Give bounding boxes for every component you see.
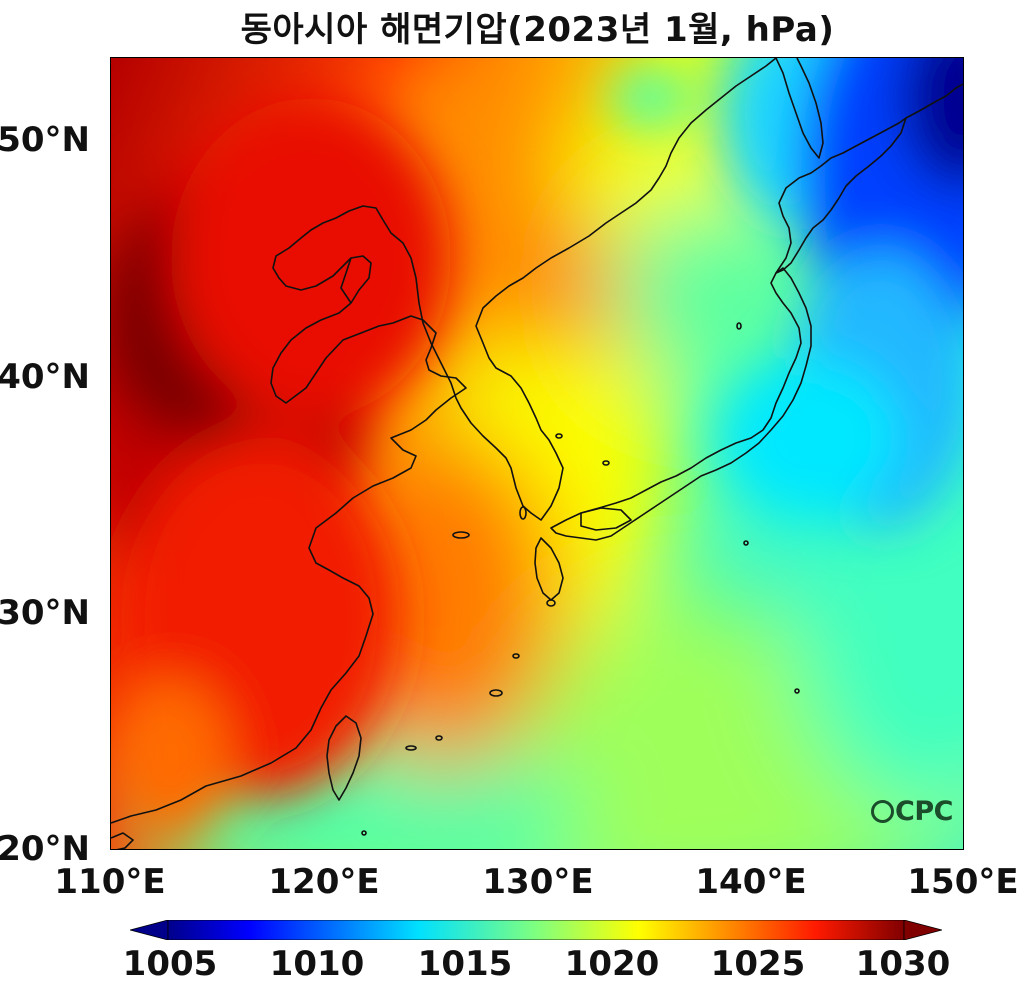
colorbar-tick-1005: 1005 xyxy=(122,944,218,984)
pressure-map: CPC xyxy=(110,57,964,850)
lon-tick-150: 150°E xyxy=(907,862,1019,902)
pressure-field xyxy=(111,58,963,849)
lon-tick-110: 110°E xyxy=(54,862,166,902)
colorbar-tick-1025: 1025 xyxy=(710,944,806,984)
lat-tick-40: 40°N xyxy=(0,357,90,397)
lat-tick-30: 30°N xyxy=(0,593,90,633)
lat-tick-50: 50°N xyxy=(0,120,90,160)
cpc-logo: CPC xyxy=(871,796,953,827)
colorbar-tick-1020: 1020 xyxy=(564,944,660,984)
colorbar-tick-1015: 1015 xyxy=(417,944,513,984)
map-title: 동아시아 해면기압(2023년 1월, hPa) xyxy=(240,10,835,50)
lon-tick-140: 140°E xyxy=(695,862,807,902)
globe-icon xyxy=(871,800,894,823)
colorbar-tick-1030: 1030 xyxy=(855,944,951,984)
colorbar xyxy=(130,920,942,940)
lon-tick-120: 120°E xyxy=(268,862,380,902)
lon-tick-130: 130°E xyxy=(482,862,594,902)
colorbar-tick-1010: 1010 xyxy=(269,944,365,984)
lat-tick-20: 20°N xyxy=(0,829,90,869)
